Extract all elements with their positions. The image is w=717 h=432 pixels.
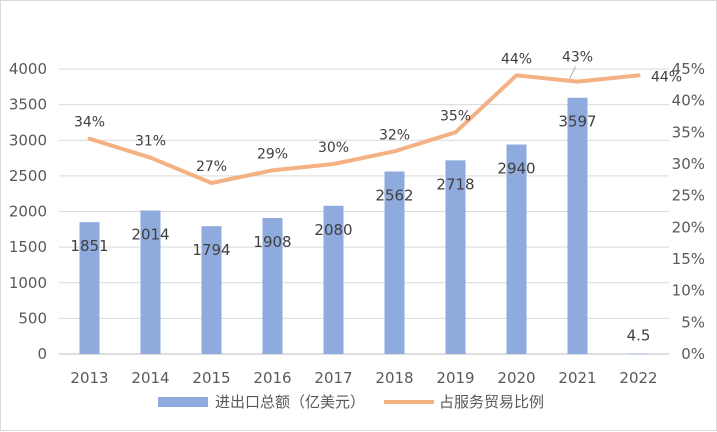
y-right-tick-label: 20% — [672, 218, 705, 236]
y-left-tick-label: 0 — [37, 345, 47, 363]
line-data-label: 43% — [562, 50, 593, 66]
bar-data-labels: 1851 2014 1794 1908 2080 2562 2718 2940 3597 4.5 — [70, 113, 650, 345]
x-tick-label: 2016 — [253, 369, 291, 387]
line-data-label: 27% — [196, 159, 227, 175]
y-left-tick-label: 1500 — [9, 238, 47, 256]
line-data-label: 30% — [318, 140, 349, 156]
bar — [445, 160, 466, 354]
bar-series — [79, 97, 649, 355]
y-right-tick-label: 10% — [672, 282, 705, 300]
y-right-tick-label: 35% — [672, 123, 705, 141]
line-data-label: 29% — [257, 146, 288, 162]
ratio-line — [87, 73, 641, 185]
y-left-tick-label: 2000 — [9, 203, 47, 221]
bar-data-label: 2718 — [436, 175, 474, 193]
line-series — [87, 73, 641, 185]
line-data-label: 35% — [440, 108, 471, 124]
bar — [384, 171, 405, 354]
bar — [567, 97, 588, 355]
y-right-tick-label: 5% — [681, 313, 705, 331]
y-left-tick-label: 3000 — [9, 131, 47, 149]
y-left-tick-label: 4000 — [9, 60, 47, 78]
bar — [201, 226, 222, 354]
bar — [628, 353, 649, 355]
bar-data-label: 2080 — [314, 221, 352, 239]
bar-data-label: 1908 — [253, 233, 291, 251]
y-right-tick-label: 0% — [681, 345, 705, 363]
x-tick-label: 2019 — [436, 369, 474, 387]
x-tick-label: 2015 — [192, 369, 230, 387]
line-data-label: 34% — [74, 115, 105, 131]
y-left-tick-label: 3500 — [9, 96, 47, 114]
y-left-tick-label: 1000 — [9, 274, 47, 292]
bar — [140, 210, 161, 354]
line-data-labels: 34% 31% 27% 29% 30% 32% 35% 44% 43% 44% — [74, 50, 682, 175]
y-right-tick-label: 30% — [672, 155, 705, 173]
x-tick-label: 2017 — [314, 369, 352, 387]
x-tick-label: 2014 — [131, 369, 169, 387]
y-left-tick-label: 500 — [18, 309, 47, 327]
y-right-tick-label: 25% — [672, 187, 705, 205]
x-tick-label: 2021 — [558, 369, 596, 387]
x-tick-label: 2018 — [375, 369, 413, 387]
legend-bar-swatch — [158, 397, 208, 407]
y-left-tick-label: 2500 — [9, 167, 47, 185]
y-right-tick-label: 15% — [672, 250, 705, 268]
line-data-label: 32% — [379, 127, 410, 143]
right-y-axis-ticks: 0% 5% 10% 15% 20% 25% 30% 35% 40% 45% — [672, 60, 705, 363]
line-data-label: 44% — [501, 51, 532, 67]
line-data-label: 31% — [135, 134, 166, 150]
bar — [506, 144, 527, 354]
x-tick-label: 2022 — [619, 369, 657, 387]
bar — [79, 222, 100, 354]
y-right-tick-label: 40% — [672, 92, 705, 110]
legend: 进出口总额（亿美元） 占服务贸易比例 — [158, 393, 544, 411]
bar-data-label: 4.5 — [627, 327, 651, 345]
bar — [323, 205, 344, 354]
x-tick-label: 2013 — [70, 369, 108, 387]
leader-line — [569, 66, 576, 79]
x-axis-ticks: 2013 2014 2015 2016 2017 2018 2019 2020 2021 2022 — [70, 369, 657, 387]
bar-data-label: 2562 — [375, 186, 413, 204]
grid-lines — [59, 68, 669, 355]
bar-data-label: 1851 — [70, 237, 108, 255]
left-y-axis-ticks: 0 500 1000 1500 2000 2500 3000 3500 4000 — [9, 60, 47, 363]
bar-data-label: 1794 — [192, 241, 230, 259]
line-data-label: 44% — [651, 69, 682, 85]
bar-data-label: 3597 — [558, 113, 596, 131]
y-right-tick-label: 45% — [672, 60, 705, 78]
x-tick-label: 2020 — [497, 369, 535, 387]
legend-line-label: 占服务贸易比例 — [439, 393, 544, 411]
bar-data-label: 2940 — [497, 160, 535, 178]
bar — [262, 218, 283, 354]
legend-bar-label: 进出口总额（亿美元） — [215, 393, 365, 411]
bar-data-label: 2014 — [131, 226, 169, 244]
